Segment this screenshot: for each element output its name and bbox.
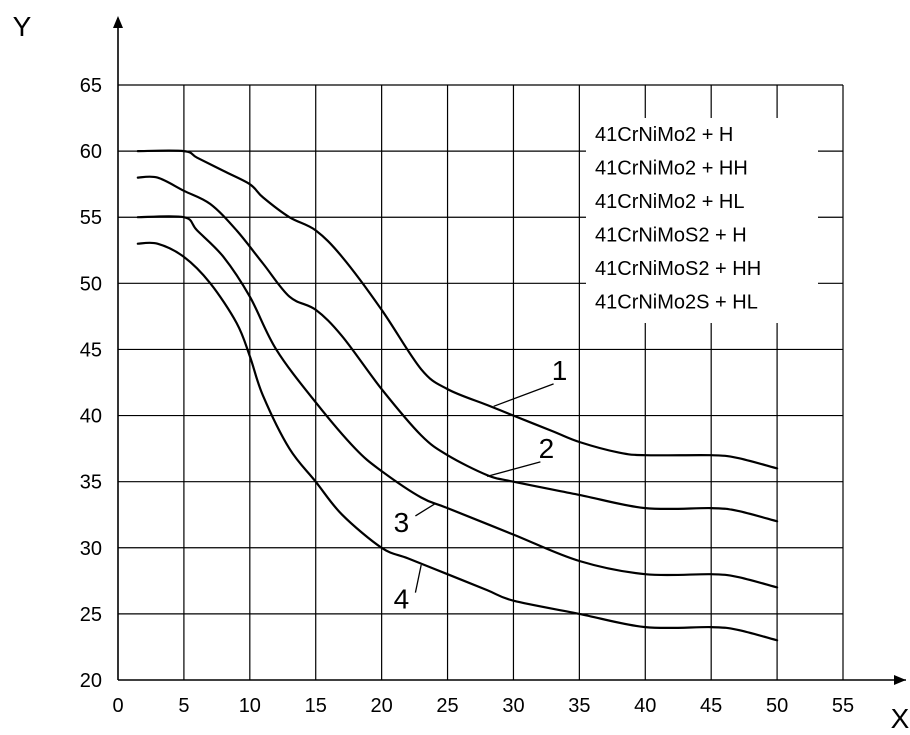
- x-axis-arrow: [894, 675, 906, 685]
- curve-label-2: 2: [539, 433, 555, 464]
- y-tick-label: 45: [80, 339, 102, 361]
- series-line-2: [136, 175, 779, 523]
- curve-label-leader-1: [493, 383, 554, 407]
- curve-label-leader-3: [415, 503, 435, 517]
- y-tick-label: 60: [80, 141, 102, 163]
- y-tick-label: 50: [80, 273, 102, 295]
- x-tick-label: 50: [766, 695, 788, 717]
- legend-entry: 41CrNiMoS2 + HH: [595, 258, 761, 280]
- y-tick-label: 20: [80, 670, 102, 692]
- x-tick-label: 20: [371, 695, 393, 717]
- y-axis-arrow: [113, 16, 123, 28]
- y-tick-labels: 20 25 30 35 40 45 50 55 60 65: [80, 75, 102, 692]
- x-tick-label: 40: [634, 695, 656, 717]
- y-tick-label: 30: [80, 538, 102, 560]
- series-line-3: [136, 215, 779, 589]
- legend-entry: 41CrNiMo2 + H: [595, 124, 733, 146]
- x-tick-label: 55: [832, 695, 854, 717]
- series-layer: [136, 149, 779, 642]
- axes: [113, 16, 906, 685]
- x-tick-label: 15: [305, 695, 327, 717]
- legend-entry: 41CrNiMoS2 + H: [595, 225, 747, 247]
- legend-background: [586, 118, 818, 323]
- x-tick-label: 10: [239, 695, 261, 717]
- y-tick-label: 40: [80, 406, 102, 428]
- x-tick-labels: 0 5 10 15 20 25 30 35 40 45 50 55: [112, 695, 854, 717]
- curve-label-leader-4: [414, 564, 422, 593]
- curve-label-leader-2: [486, 461, 541, 478]
- legend-entry: 41CrNiMo2 + HH: [595, 158, 748, 180]
- curve-label-3: 3: [394, 507, 410, 538]
- legend-entry: 41CrNiMo2 + HL: [595, 191, 745, 213]
- x-tick-label: 5: [178, 695, 189, 717]
- legend-entry: 41CrNiMo2S + HL: [595, 292, 758, 314]
- x-tick-label: 35: [568, 695, 590, 717]
- x-tick-label: 45: [700, 695, 722, 717]
- curve-label-1: 1: [552, 355, 568, 386]
- grid: [118, 84, 844, 680]
- y-tick-label: 65: [80, 75, 102, 97]
- series-line-4: [136, 241, 779, 642]
- y-tick-label: 55: [80, 207, 102, 229]
- x-tick-label: 0: [112, 695, 123, 717]
- curve-label-4: 4: [394, 584, 410, 615]
- y-tick-label: 25: [80, 604, 102, 626]
- series-line-1: [136, 149, 779, 470]
- curve-label-layer: 1 2 3 4: [394, 355, 568, 615]
- x-axis-title: X: [891, 703, 910, 734]
- y-axis-title: Y: [13, 11, 32, 42]
- y-tick-label: 35: [80, 472, 102, 494]
- x-tick-label: 25: [436, 695, 458, 717]
- legend: 41CrNiMo2 + H 41CrNiMo2 + HH 41CrNiMo2 + H…: [586, 118, 818, 323]
- x-tick-label: 30: [502, 695, 524, 717]
